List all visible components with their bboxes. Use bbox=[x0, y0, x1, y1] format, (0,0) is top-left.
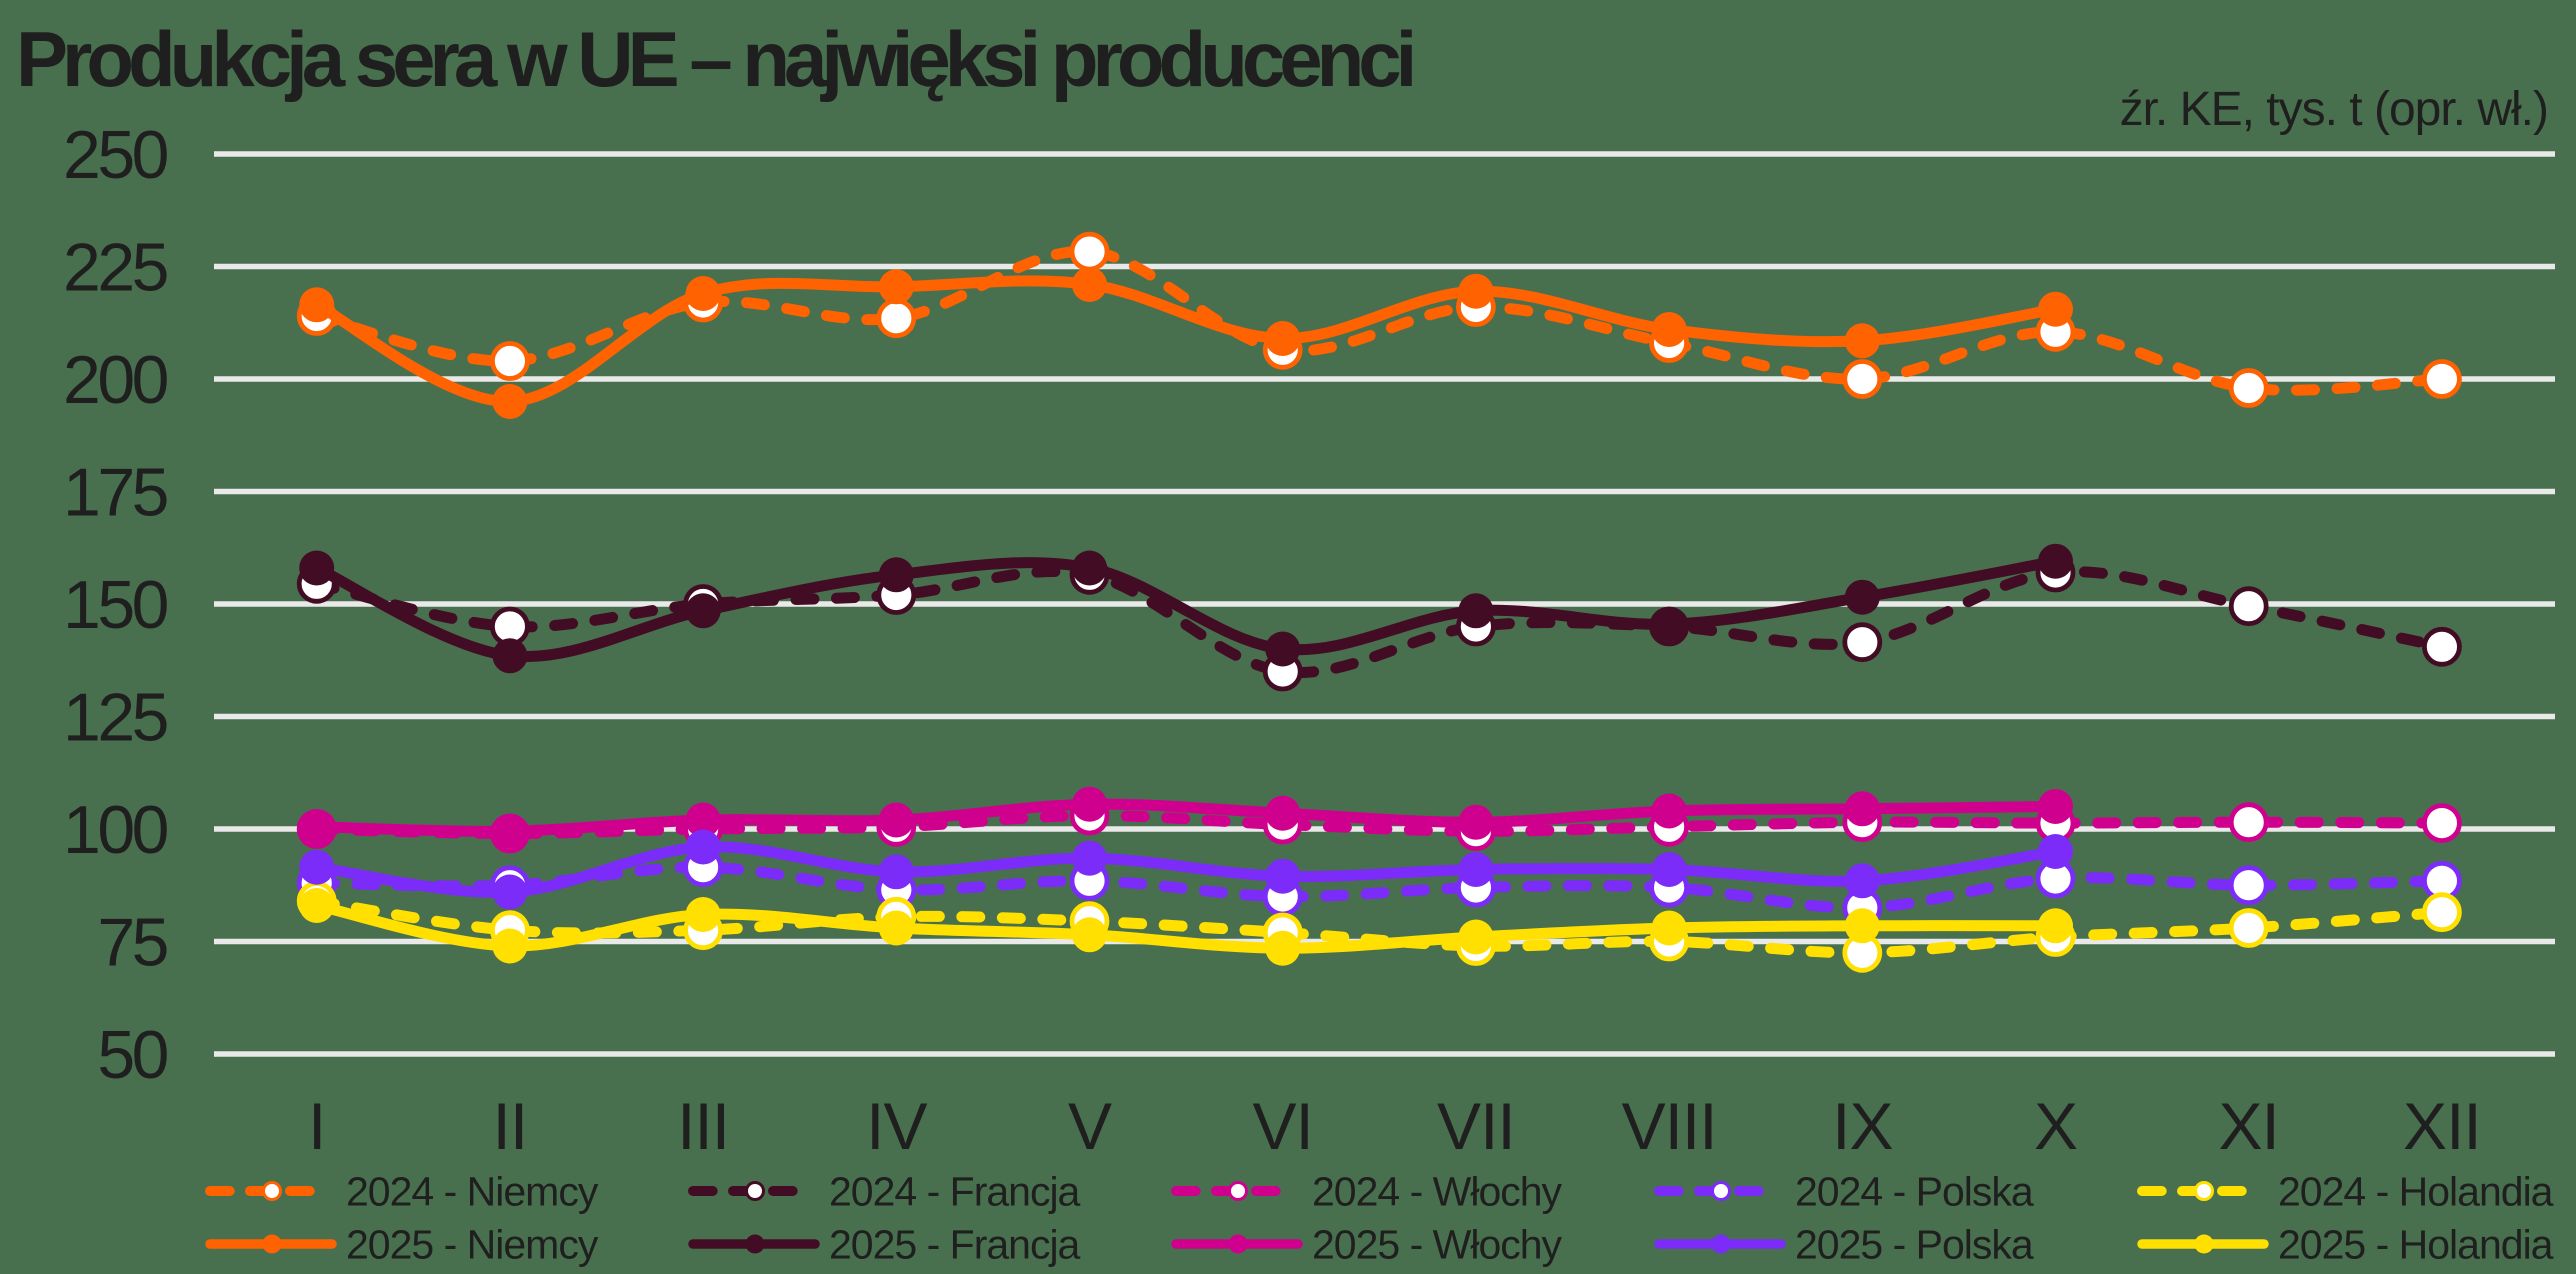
svg-text:2025 - Francja: 2025 - Francja bbox=[829, 1222, 1081, 1268]
svg-text:2024 - Niemcy: 2024 - Niemcy bbox=[346, 1169, 599, 1215]
svg-text:III: III bbox=[677, 1089, 729, 1163]
svg-text:I: I bbox=[308, 1089, 325, 1163]
svg-text:2024 - Holandia: 2024 - Holandia bbox=[2278, 1169, 2554, 1215]
svg-text:źr. KE, tys. t (opr. wł.): źr. KE, tys. t (opr. wł.) bbox=[2120, 83, 2548, 136]
svg-text:VIII: VIII bbox=[1622, 1089, 1717, 1163]
svg-text:X: X bbox=[2034, 1089, 2077, 1163]
svg-text:2024 - Włochy: 2024 - Włochy bbox=[1312, 1169, 1563, 1215]
svg-text:2024 - Polska: 2024 - Polska bbox=[1795, 1169, 2034, 1215]
svg-text:V: V bbox=[1068, 1089, 1112, 1163]
svg-text:125: 125 bbox=[63, 680, 167, 756]
svg-text:150: 150 bbox=[63, 567, 168, 643]
svg-text:IV: IV bbox=[866, 1089, 927, 1163]
svg-text:225: 225 bbox=[63, 230, 167, 306]
svg-text:VII: VII bbox=[1437, 1089, 1515, 1163]
svg-text:2025 - Holandia: 2025 - Holandia bbox=[2278, 1222, 2554, 1268]
svg-text:250: 250 bbox=[63, 117, 168, 193]
svg-text:II: II bbox=[493, 1089, 528, 1163]
svg-text:2025 - Włochy: 2025 - Włochy bbox=[1312, 1222, 1563, 1268]
svg-text:2025 - Polska: 2025 - Polska bbox=[1795, 1222, 2034, 1268]
svg-text:75: 75 bbox=[97, 905, 166, 981]
svg-text:VI: VI bbox=[1253, 1089, 1313, 1163]
svg-text:IX: IX bbox=[1832, 1089, 1892, 1163]
svg-text:XI: XI bbox=[2219, 1089, 2279, 1163]
svg-text:200: 200 bbox=[63, 342, 168, 418]
svg-text:XII: XII bbox=[2403, 1089, 2481, 1163]
svg-text:2025 - Niemcy: 2025 - Niemcy bbox=[346, 1222, 599, 1268]
svg-text:Produkcja sera w UE – najwięks: Produkcja sera w UE – najwięksi producen… bbox=[16, 15, 1413, 103]
svg-text:100: 100 bbox=[63, 792, 168, 868]
svg-text:50: 50 bbox=[97, 1017, 167, 1093]
svg-text:175: 175 bbox=[63, 455, 167, 531]
svg-text:2024 - Francja: 2024 - Francja bbox=[829, 1169, 1081, 1215]
